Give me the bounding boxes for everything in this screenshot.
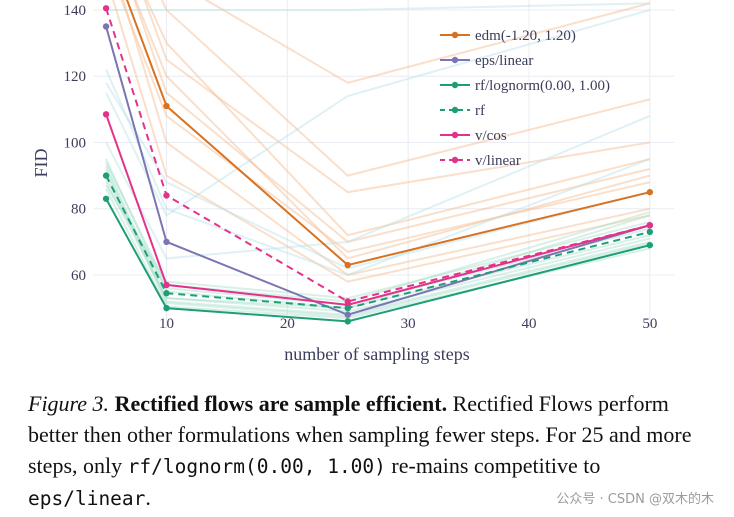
legend-marker bbox=[451, 81, 459, 89]
background-run-line bbox=[105, 8, 651, 217]
fid-chart: 10 20 30 40 50 60 80 100 120 140 number of sampli… bbox=[31, 0, 674, 364]
caption-code-1: rf/lognorm(0.00, 1.00) bbox=[127, 455, 386, 478]
background-run-line bbox=[133, 0, 651, 243]
legend-marker bbox=[451, 131, 459, 139]
watermark: 公众号 · CSDN @双木的木 bbox=[556, 492, 714, 507]
caption-title: Rectified flows are sample efficient. bbox=[114, 391, 448, 416]
x-tick-label: 10 bbox=[159, 316, 174, 332]
series-point bbox=[102, 5, 110, 12]
series-point bbox=[102, 195, 110, 202]
series-point bbox=[163, 290, 170, 297]
x-tick-label: 20 bbox=[280, 316, 295, 332]
background-run-line bbox=[120, 0, 651, 253]
background-run-line bbox=[105, 171, 651, 318]
series-line bbox=[105, 113, 651, 306]
legend-marker bbox=[451, 31, 459, 39]
figure-label: Figure 3. bbox=[28, 391, 110, 416]
legend-label: eps/linear bbox=[475, 53, 533, 69]
figure-caption: Figure 3. Rectified flows are sample eff… bbox=[28, 388, 718, 514]
legend-label: v/linear bbox=[475, 153, 521, 169]
series-point bbox=[163, 238, 170, 246]
caption-text-3: . bbox=[145, 485, 151, 510]
background-run-line bbox=[112, 0, 651, 283]
series-point bbox=[163, 304, 170, 312]
background-run-line bbox=[105, 158, 651, 310]
background-run-line bbox=[105, 69, 651, 277]
series-point bbox=[344, 261, 351, 269]
legend-label: rf bbox=[475, 103, 485, 119]
y-tick-label: 60 bbox=[71, 268, 86, 284]
background-run-line bbox=[105, 181, 651, 310]
series-point bbox=[646, 222, 654, 229]
legend: edm(-1.20, 1.20) eps/linear rf/lognorm(0.0… bbox=[440, 28, 610, 169]
y-tick-label: 80 bbox=[71, 202, 86, 218]
x-tick-label: 40 bbox=[522, 316, 537, 332]
series-point bbox=[102, 172, 110, 179]
caption-text-2: re-mains competitive to bbox=[385, 453, 601, 478]
legend-marker bbox=[451, 106, 459, 114]
background-runs bbox=[105, 0, 651, 320]
series-point bbox=[344, 311, 351, 318]
legend-marker bbox=[451, 156, 459, 164]
x-tick-label: 50 bbox=[642, 316, 657, 332]
series-line bbox=[105, 175, 651, 310]
background-run-line bbox=[145, 0, 651, 237]
series-line bbox=[105, 26, 651, 316]
series-point bbox=[646, 188, 654, 196]
series-point bbox=[102, 111, 110, 118]
series-point bbox=[163, 281, 170, 289]
y-axis-label: FID bbox=[31, 148, 51, 177]
series-line bbox=[105, 7, 651, 303]
series-point bbox=[646, 228, 654, 236]
axis-ticks: 10 20 30 40 50 60 80 100 120 140 bbox=[64, 3, 658, 332]
series-point bbox=[163, 192, 170, 199]
legend-label: rf/lognorm(0.00, 1.00) bbox=[475, 78, 610, 94]
series-point bbox=[163, 102, 170, 110]
series-line bbox=[105, 198, 651, 323]
caption-text-1: Rectified Flows perform better then othe… bbox=[28, 391, 692, 478]
background-run-line bbox=[106, 2, 650, 11]
legend-label: edm(-1.20, 1.20) bbox=[475, 28, 576, 44]
background-run-line bbox=[204, 0, 651, 84]
grid bbox=[94, 0, 674, 328]
series-point bbox=[102, 23, 110, 30]
series-point bbox=[344, 318, 351, 325]
background-run-line bbox=[105, 165, 651, 313]
x-axis-label: number of sampling steps bbox=[284, 344, 469, 364]
y-tick-label: 140 bbox=[64, 3, 87, 19]
background-run-line bbox=[134, 0, 651, 260]
series-point bbox=[646, 241, 654, 249]
y-tick-label: 120 bbox=[64, 69, 87, 85]
x-tick-label: 30 bbox=[401, 316, 416, 332]
y-tick-label: 100 bbox=[64, 135, 87, 151]
series-point bbox=[344, 304, 351, 312]
highlighted-series bbox=[102, 0, 654, 325]
legend-label: v/cos bbox=[475, 128, 507, 144]
background-run-line bbox=[122, 0, 651, 277]
background-run-line bbox=[105, 161, 651, 303]
series-line bbox=[125, 0, 651, 267]
caption-code-2: eps/linear bbox=[28, 487, 146, 510]
background-run-line bbox=[143, 0, 650, 194]
background-run-line bbox=[160, 0, 651, 177]
series-point bbox=[344, 298, 351, 305]
legend-marker bbox=[451, 56, 459, 64]
